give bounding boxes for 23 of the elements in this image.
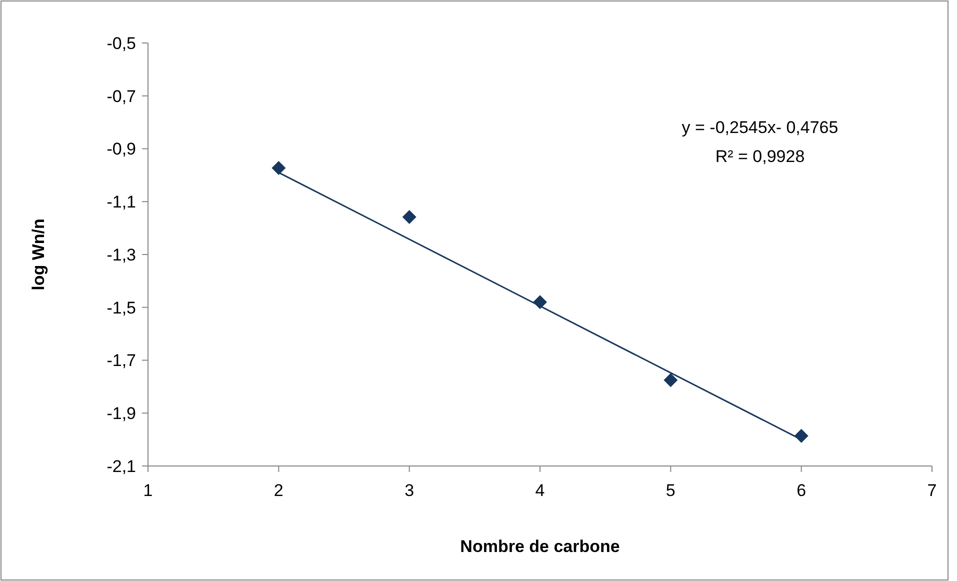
x-tick-label: 1	[143, 481, 153, 500]
y-tick-label: -2,1	[106, 456, 136, 476]
y-tick-label: -0,9	[106, 140, 136, 159]
y-tick-label: -1,1	[106, 192, 136, 212]
annotation: R² = 0,9928	[715, 147, 805, 166]
x-tick-label: 3	[404, 481, 414, 500]
y-tick-label: -1,5	[106, 298, 136, 318]
y-tick-label: -1,7	[106, 351, 136, 370]
x-tick-label: 7	[927, 481, 937, 500]
y-tick-label: -1,9	[106, 404, 136, 424]
y-tick-label: -0,7	[106, 86, 136, 106]
annotation: y = -0,2545x- 0,4765	[682, 118, 838, 137]
y-tick-label: -1,3	[106, 245, 136, 264]
x-tick-label: 4	[535, 481, 545, 500]
point	[402, 210, 416, 224]
y-axis-title: log Wn/n	[29, 218, 48, 290]
x-axis-title: Nombre de carbone	[460, 537, 620, 556]
y-tick-label: -0,5	[106, 34, 136, 53]
x-tick-label: 5	[666, 481, 676, 500]
point	[272, 161, 286, 176]
x-tick-label: 6	[796, 481, 806, 500]
x-tick-label: 2	[274, 481, 284, 500]
point	[664, 373, 678, 388]
